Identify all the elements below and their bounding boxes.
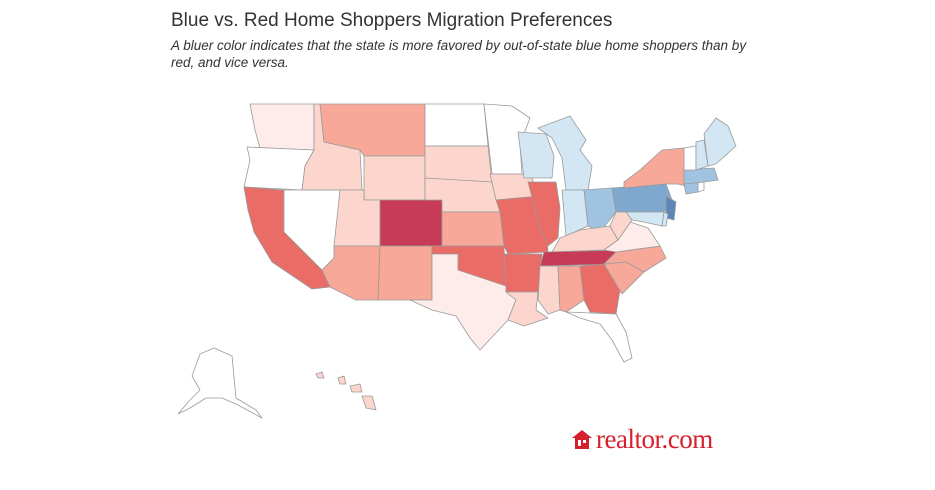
house-icon [572, 430, 592, 449]
state-wisconsin[interactable] [517, 131, 555, 179]
state-louisiana[interactable] [505, 291, 549, 327]
chart-subtitle: A bluer color indicates that the state i… [171, 38, 747, 70]
state-rhode-island[interactable] [697, 181, 705, 193]
state-vermont[interactable] [683, 145, 697, 171]
state-new-mexico[interactable] [377, 245, 433, 301]
state-mississippi[interactable] [537, 265, 561, 315]
chart-title: Blue vs. Red Home Shoppers Migration Pre… [171, 10, 613, 31]
state-south-dakota[interactable] [424, 145, 493, 183]
state-new-york[interactable] [623, 147, 687, 189]
state-massachusetts[interactable] [683, 167, 719, 185]
state-alabama[interactable] [557, 265, 585, 313]
state-florida[interactable] [565, 311, 633, 363]
state-arkansas[interactable] [503, 253, 543, 293]
state-pennsylvania[interactable] [611, 183, 673, 213]
realtor-logo[interactable]: realtor.com [571, 422, 713, 456]
state-washington[interactable] [249, 103, 315, 151]
state-delaware[interactable] [661, 211, 669, 227]
state-illinois[interactable] [527, 181, 561, 247]
state-hawaii[interactable] [315, 371, 377, 411]
state-north-dakota[interactable] [424, 103, 489, 147]
state-maryland[interactable] [625, 211, 665, 227]
state-maine[interactable] [703, 117, 737, 167]
state-new-jersey[interactable] [665, 195, 677, 221]
logo-text: realtor.com [596, 423, 713, 454]
state-michigan[interactable] [537, 115, 593, 191]
state-kansas[interactable] [441, 211, 505, 247]
state-wyoming[interactable] [363, 155, 426, 201]
state-colorado[interactable] [379, 199, 443, 247]
state-ohio[interactable] [583, 187, 617, 233]
state-texas[interactable] [409, 253, 517, 351]
state-alaska[interactable] [177, 347, 263, 419]
